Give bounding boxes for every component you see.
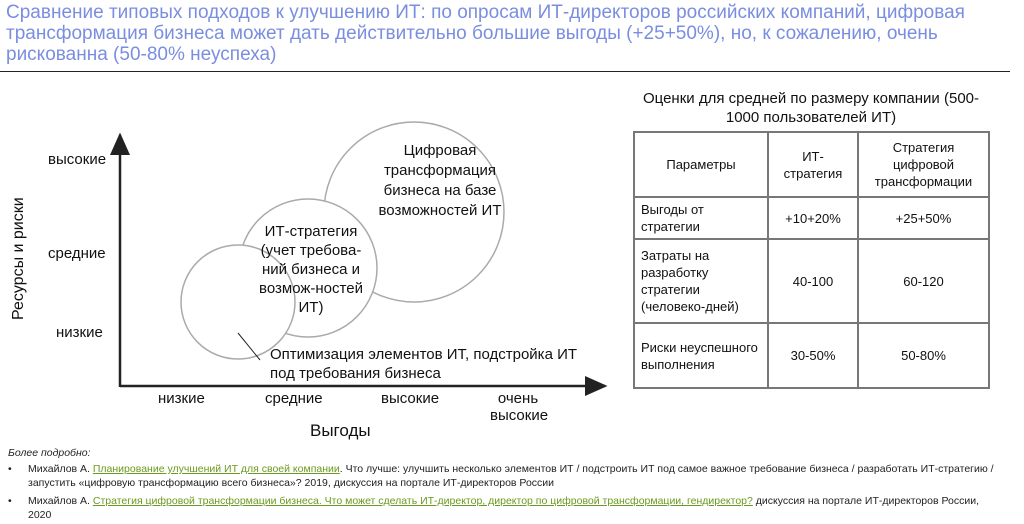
x-tick: средние <box>265 390 323 407</box>
ref-text: дискуссия на портале ИТ-директоров Росси… <box>28 495 979 521</box>
ref-author: Михайлов А. <box>28 495 90 507</box>
x-tick: высокие <box>381 390 440 407</box>
table-row: Затраты на разработку стратегии (человек… <box>633 238 990 324</box>
y-tick: низкие <box>56 324 103 341</box>
diagram <box>110 121 608 396</box>
ref-link[interactable]: Стратегия цифровой трансформации бизнеса… <box>92 495 753 507</box>
circle-label-it-strategy: ИТ-стратегия (учет требова-ний бизнеса и… <box>259 223 363 316</box>
leader-line <box>237 332 261 361</box>
y-tick: средние <box>48 245 106 262</box>
param-cell: Затраты на разработку стратегии (человек… <box>633 238 769 324</box>
reference-item: • Михайлов А. Стратегия цифровой трансфо… <box>8 494 998 522</box>
reference-item: • Михайлов А. Планирование улучшений ИТ … <box>8 462 998 490</box>
ref-text: . Что лучше: улучшить несколько элементо… <box>28 463 994 489</box>
value-cell: 50-80% <box>857 322 990 389</box>
param-cell: Риски неуспешного выполнения <box>633 322 769 389</box>
y-axis-label: Ресурсы и риски <box>10 197 27 320</box>
page-title: Сравнение типовых подходов к улучшению И… <box>6 2 965 65</box>
bullet: • <box>8 463 12 475</box>
ref-link[interactable]: Планирование улучшений ИТ для своей комп… <box>92 463 340 475</box>
header-cell: Параметры <box>633 131 769 198</box>
header-cell: Стратегия цифровой трансформации <box>857 131 990 198</box>
comparison-table: Параметры ИТ-стратегия Стратегия цифрово… <box>633 131 990 389</box>
x-tick: очень высокие <box>490 390 549 424</box>
circle-label-optimization: Оптимизация элементов ИТ, подстройка ИТ … <box>270 346 578 382</box>
value-cell: 60-120 <box>857 238 990 324</box>
ref-author: Михайлов А. <box>28 463 90 475</box>
footer-heading: Более подробно: <box>8 447 91 459</box>
value-cell: 40-100 <box>767 238 859 324</box>
bullet: • <box>8 495 12 507</box>
y-tick: высокие <box>48 151 107 168</box>
param-cell: Выгоды от стратегии <box>633 196 769 240</box>
circle-optimization <box>180 244 296 360</box>
value-cell: +25+50% <box>857 196 990 240</box>
x-tick: низкие <box>158 390 205 407</box>
header-cell: ИТ-стратегия <box>767 131 859 198</box>
table-header-row: Параметры ИТ-стратегия Стратегия цифрово… <box>633 131 990 198</box>
circle-label-digital: Цифровая трансформация бизнеса на базе в… <box>378 142 502 219</box>
divider <box>0 71 1010 72</box>
table-caption: Оценки для средней по размеру компании (… <box>643 90 979 126</box>
table-row: Риски неуспешного выполнения 30-50% 50-8… <box>633 322 990 389</box>
x-axis-label: Выгоды <box>310 421 371 440</box>
value-cell: +10+20% <box>767 196 859 240</box>
table-row: Выгоды от стратегии +10+20% +25+50% <box>633 196 990 240</box>
value-cell: 30-50% <box>767 322 859 389</box>
